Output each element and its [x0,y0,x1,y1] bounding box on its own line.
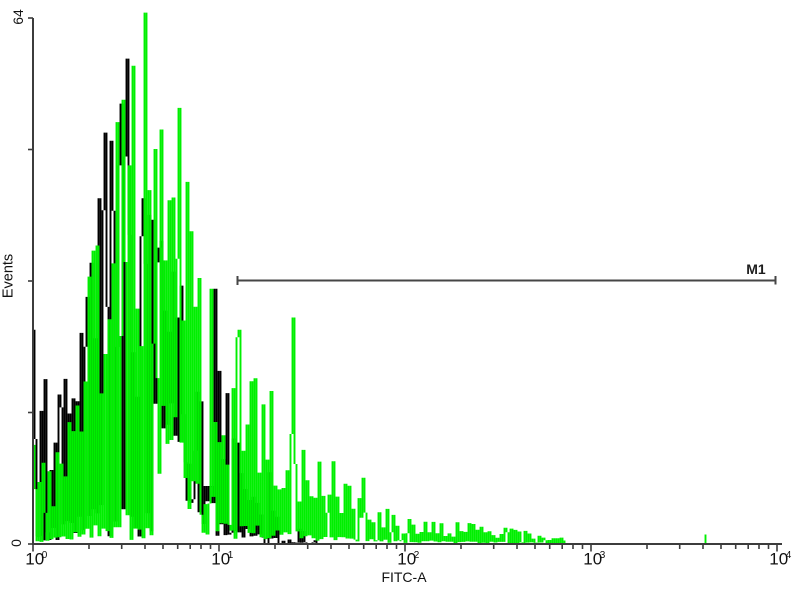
svg-text:10: 10 [25,550,44,569]
svg-text:0: 0 [42,550,48,561]
svg-text:64: 64 [10,9,26,25]
svg-text:M1: M1 [746,261,766,277]
svg-text:4: 4 [786,550,792,561]
svg-text:10: 10 [769,550,788,569]
svg-text:10: 10 [397,550,416,569]
svg-text:Events: Events [1,254,17,298]
svg-text:1: 1 [228,550,234,561]
svg-text:10: 10 [211,550,230,569]
svg-text:3: 3 [600,550,606,561]
svg-text:0: 0 [8,539,24,547]
svg-text:2: 2 [414,550,420,561]
svg-text:FITC-A: FITC-A [381,569,427,585]
svg-text:10: 10 [583,550,602,569]
